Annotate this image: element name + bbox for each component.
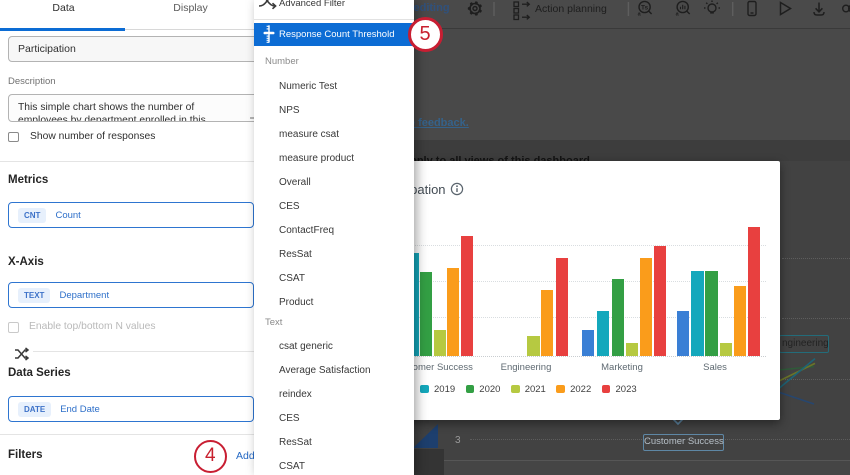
svg-text:a: a [638, 12, 642, 18]
svg-text:Ts: Ts [641, 5, 648, 12]
svg-text:a: a [676, 12, 680, 18]
